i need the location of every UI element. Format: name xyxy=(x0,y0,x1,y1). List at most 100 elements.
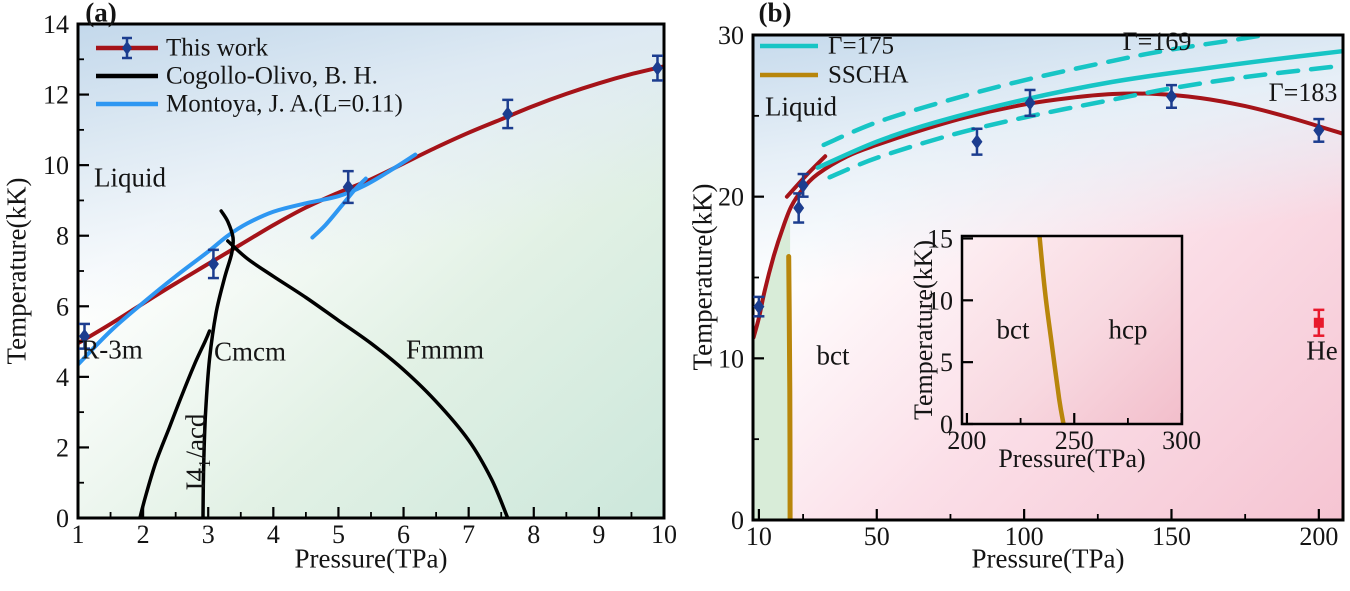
cogollo-i41acd-cmcm-boundary xyxy=(201,209,235,518)
cogollo-r3m-i41acd-boundary xyxy=(138,329,212,518)
panel-b-xtick-label: 200 xyxy=(1299,522,1338,551)
phase-label-r3m: R-3m xyxy=(81,334,143,365)
panel-b-ytick-label: 0 xyxy=(731,506,744,535)
panel-b-inset-ytick-label: 15 xyxy=(927,224,953,253)
montoya-melting-curve xyxy=(78,152,418,367)
legend-label-this-work: This work xyxy=(166,34,269,62)
panel-a-xtick-label: 2 xyxy=(137,520,150,549)
diamond-marker xyxy=(207,256,219,272)
phase-label-liquid-a: Liquid xyxy=(94,162,166,193)
panel-b-tag: (b) xyxy=(758,0,792,28)
annotation-he: He xyxy=(1306,335,1338,366)
annotation-gamma183: Γ=183 xyxy=(1268,78,1338,107)
panel-a-xaxis-title: Pressure(TPa) xyxy=(294,543,448,574)
panel-b-inset-ytick-label: 10 xyxy=(927,286,953,315)
diamond-marker xyxy=(1313,122,1325,138)
panel-b-xtick-label: 150 xyxy=(1152,522,1191,551)
gamma-175-line xyxy=(815,48,1343,170)
panel-b-xtick-label: 50 xyxy=(864,522,890,551)
panel-a-xtick-label: 8 xyxy=(527,520,540,549)
this-work-melting-curve xyxy=(78,64,664,346)
diamond-marker xyxy=(971,134,983,150)
panel-b-yaxis-title: Temperature(kK) xyxy=(687,183,718,371)
panel-a-xtick-label: 10 xyxy=(651,520,677,549)
diamond-marker xyxy=(1165,88,1177,104)
panel-a-ytick-label: 10 xyxy=(43,151,69,180)
panel-b-inset-xtick-label: 200 xyxy=(947,426,986,455)
square-marker xyxy=(1313,317,1324,328)
panel-a-ytick-label: 8 xyxy=(56,222,69,251)
sscha-bct-boundary xyxy=(786,254,793,520)
panel-a-xtick-label: 9 xyxy=(592,520,605,549)
panel-b-inset-ytick-label: 0 xyxy=(940,410,953,439)
panel-a-ytick-label: 4 xyxy=(56,363,69,392)
panel-b-inset-group: 200 250 300 0 5 10 15 xyxy=(927,224,1201,455)
panel-a-tag: (a) xyxy=(85,0,117,28)
cogollo-cmcm-fmmm-boundary xyxy=(226,239,510,518)
panel-a-ytick-label: 14 xyxy=(43,10,69,39)
legend-diamond-marker xyxy=(122,41,132,55)
panel-a-legend-samples xyxy=(96,36,158,107)
panel-a-background xyxy=(78,24,664,518)
panel-a-xtick-label: 4 xyxy=(267,520,280,549)
phase-label-cmcm: Cmcm xyxy=(214,336,286,367)
inset-phase-label-hcp: hcp xyxy=(1108,314,1148,345)
panel-b-background xyxy=(753,35,1343,520)
gamma-169-dashed xyxy=(821,35,1277,148)
panel-a-xtick-label: 5 xyxy=(332,520,345,549)
diamond-marker xyxy=(797,177,809,193)
inset-xaxis-title: Pressure(TPa) xyxy=(998,444,1146,473)
panel-b-inset-ticks: 200 250 300 0 5 10 15 xyxy=(927,224,1201,455)
phase-label-bct-b: bct xyxy=(816,340,850,371)
annotation-gamma169: Γ=169 xyxy=(1122,27,1192,56)
panel-b-inset-xtick-label: 300 xyxy=(1162,426,1201,455)
montoya-branch xyxy=(310,176,368,240)
panel-a-ytick-label: 12 xyxy=(43,81,69,110)
this-work-points xyxy=(79,54,663,350)
legend-label-sscha: SSCHA xyxy=(828,61,909,89)
panel-b-xtick-label: 100 xyxy=(1005,522,1044,551)
panel-b-inset-frame xyxy=(960,234,1184,426)
panel-a-xtick-label: 3 xyxy=(202,520,215,549)
phase-label-fmmm: Fmmm xyxy=(405,334,485,365)
panel-a-xtick-label: 7 xyxy=(462,520,475,549)
panel-b-inset-xtick-label: 250 xyxy=(1055,426,1094,455)
panel-a-xtick-label: 1 xyxy=(72,520,85,549)
he-experiment-point xyxy=(1313,308,1325,337)
panel-b-xtick-label: 10 xyxy=(746,522,772,551)
diamond-marker xyxy=(651,60,663,76)
bct-hcp-boundary xyxy=(1037,236,1066,424)
phase-label-liquid-b: Liquid xyxy=(765,91,837,122)
phase-label-i41acd: I4₁/acd xyxy=(180,413,211,491)
panel-b-ytick-label: 10 xyxy=(718,344,744,373)
legend-label-gamma175: Γ=175 xyxy=(828,32,895,60)
this-work-melting-curve-b xyxy=(753,91,1343,340)
panel-b-ytick-label: 20 xyxy=(718,183,744,212)
diamond-marker xyxy=(1024,95,1036,111)
diamond-marker xyxy=(342,179,354,195)
inset-yaxis-title: Temperature(kK) xyxy=(909,239,938,421)
panel-b-xaxis-title: Pressure(TPa) xyxy=(971,543,1125,574)
diamond-marker xyxy=(79,328,91,344)
panel-b-inset-ytick-label: 5 xyxy=(940,348,953,377)
inset-phase-label-bct: bct xyxy=(996,314,1030,345)
diamond-marker xyxy=(793,200,805,216)
bct-low-pressure-strip xyxy=(753,209,791,520)
inset-background xyxy=(962,236,1182,424)
this-work-points-b xyxy=(753,83,1325,318)
legend-label-montoya: Montoya, J. A.(L=0.11) xyxy=(166,90,403,118)
panel-a-ytick-label: 6 xyxy=(56,292,69,321)
panel-a-yaxis-title: Temperature(kK) xyxy=(1,177,32,365)
diamond-marker xyxy=(753,299,765,315)
panel-a-ytick-label: 0 xyxy=(56,504,69,533)
panel-b-legend-samples xyxy=(760,43,818,78)
panel-b-ytick-label: 30 xyxy=(718,21,744,50)
melting-kink-segment xyxy=(784,154,828,199)
panel-a-ytick-label: 2 xyxy=(56,433,69,462)
